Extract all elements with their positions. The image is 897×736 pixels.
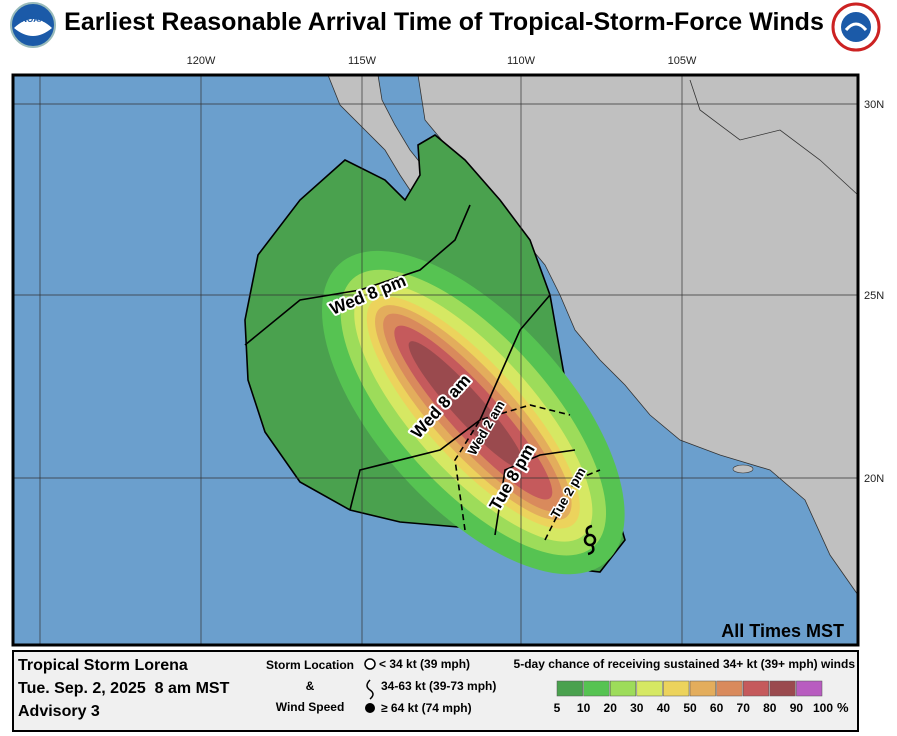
- longitude-label: 115W: [348, 55, 377, 67]
- longitude-label: 105W: [668, 55, 697, 67]
- scale-title: 5-day chance of receiving sustained 34+ …: [514, 657, 856, 671]
- scale-label: 50: [683, 701, 697, 715]
- scale-unit: %: [837, 700, 849, 715]
- scale-label: 30: [630, 701, 644, 715]
- scale-label: 20: [604, 701, 618, 715]
- scale-swatch: [769, 680, 796, 697]
- scale-label: 90: [790, 701, 804, 715]
- key-title: &: [306, 679, 315, 693]
- scale-swatch: [636, 680, 663, 697]
- storm-symbol: [583, 524, 597, 556]
- longitude-label: 120W: [187, 55, 216, 67]
- key-item: ≥ 64 kt (74 mph): [381, 701, 472, 715]
- map: [13, 75, 858, 645]
- probability-scale: 5 10 20 30 40 50 60 70 80 90 100%: [554, 680, 849, 715]
- scale-label: 100: [813, 701, 833, 715]
- scale-label: 60: [710, 701, 724, 715]
- contour: [494, 449, 576, 536]
- longitude-label: 110W: [507, 55, 536, 67]
- advisory-time: Tue. Sep. 2, 2025 8 am MST: [18, 680, 230, 697]
- swath-layers: [322, 250, 625, 575]
- scale-swatch: [716, 680, 743, 697]
- scale-label: 10: [577, 701, 591, 715]
- scale-label: 5: [554, 701, 561, 715]
- key-item: < 34 kt (39 mph): [379, 657, 470, 671]
- contour: [454, 404, 571, 531]
- page-title: Earliest Reasonable Arrival Time of Trop…: [64, 8, 824, 36]
- latitude-label: 20N: [864, 473, 884, 485]
- storm-name: Tropical Storm Lorena: [18, 657, 188, 674]
- graticule: [13, 75, 858, 645]
- contour: [244, 204, 471, 346]
- key-title: Storm Location: [266, 658, 354, 672]
- noaa-logo: NOAA: [10, 2, 56, 48]
- latitude-label: 25N: [864, 290, 884, 302]
- scale-swatch: [663, 680, 690, 697]
- nws-logo: [831, 2, 881, 52]
- contour: [349, 294, 551, 511]
- scale-swatch: [609, 680, 637, 697]
- latitude-label: 30N: [864, 99, 884, 111]
- advisory-number: Advisory 3: [18, 703, 100, 720]
- scale-label: 80: [763, 701, 777, 715]
- scale-label: 70: [737, 701, 751, 715]
- key-title: Wind Speed: [276, 700, 345, 714]
- time-zone-note: All Times MST: [721, 621, 844, 641]
- scale-label: 40: [657, 701, 671, 715]
- scale-swatch: [742, 680, 770, 697]
- svg-text:NOAA: NOAA: [21, 15, 45, 24]
- key-item: 34-63 kt (39-73 mph): [381, 679, 496, 693]
- scale-swatch: [583, 680, 610, 697]
- scale-swatch: [796, 680, 823, 697]
- scale-swatch: [689, 680, 716, 697]
- contour: [544, 469, 601, 541]
- scale-swatch: [556, 680, 583, 697]
